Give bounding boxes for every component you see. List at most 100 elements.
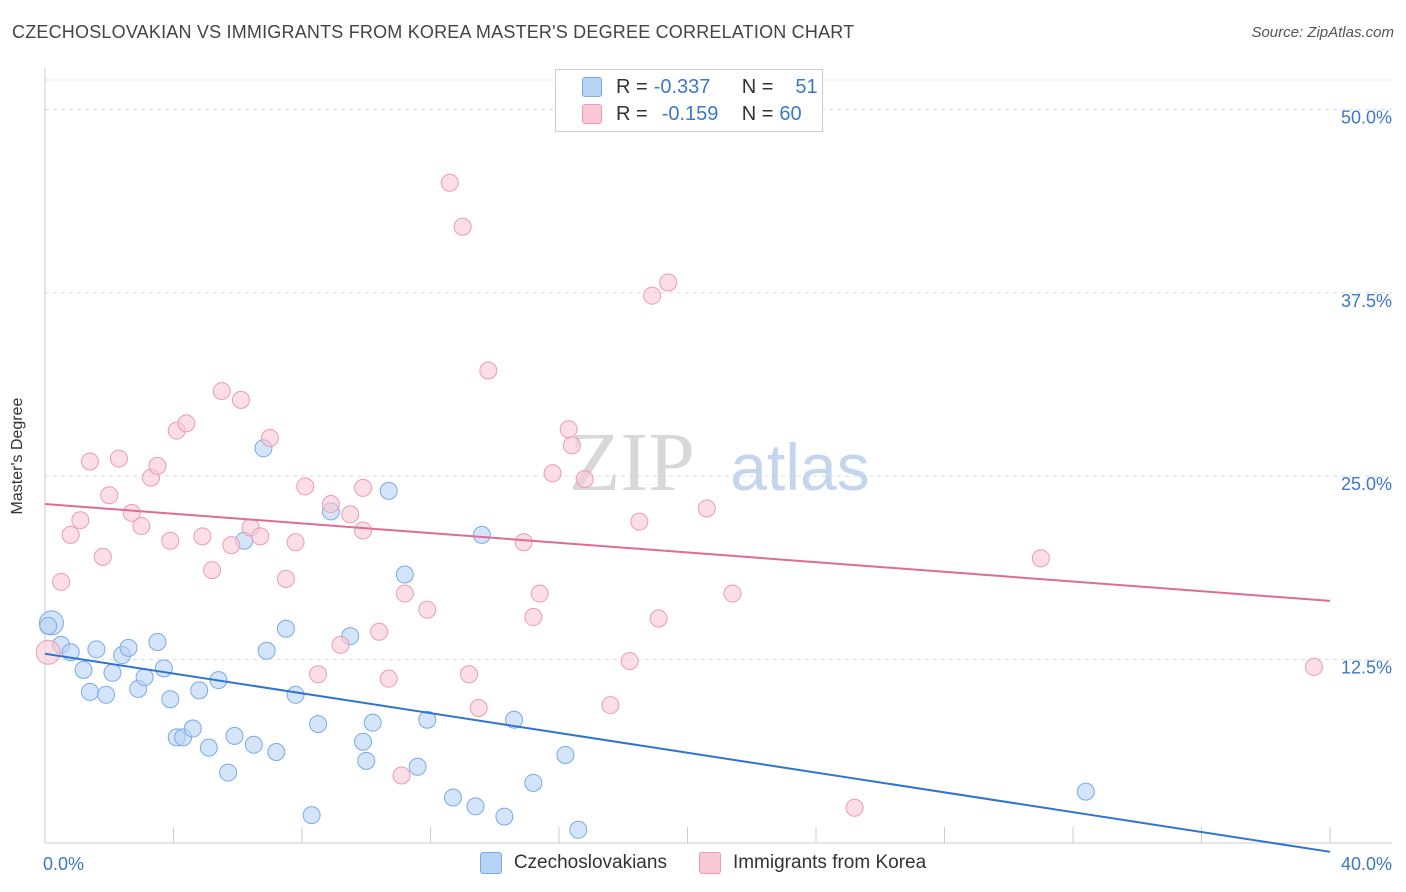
data-point xyxy=(80,452,99,471)
data-point xyxy=(203,561,222,580)
data-point xyxy=(109,449,128,468)
data-point xyxy=(135,668,154,687)
data-point xyxy=(296,477,315,496)
series-legend: Czechoslovakians Immigrants from Korea xyxy=(0,852,1406,874)
data-point xyxy=(363,713,382,732)
data-point xyxy=(190,681,209,700)
watermark-zip: ZIP xyxy=(569,416,695,509)
data-point xyxy=(148,456,167,475)
data-point xyxy=(370,622,389,641)
pink-swatch xyxy=(582,104,602,124)
data-point xyxy=(122,503,141,522)
data-point xyxy=(379,669,398,688)
data-point xyxy=(659,273,678,292)
data-point xyxy=(244,735,263,754)
data-point xyxy=(395,584,414,603)
data-point xyxy=(87,640,106,659)
data-point xyxy=(161,531,180,550)
data-point xyxy=(524,608,543,627)
data-point xyxy=(556,745,575,764)
data-point xyxy=(575,470,594,489)
r-label: R = xyxy=(616,75,648,98)
data-point xyxy=(601,696,620,715)
data-point xyxy=(100,486,119,505)
data-point xyxy=(505,710,524,729)
trend-line xyxy=(44,503,1331,602)
data-point xyxy=(286,533,305,552)
data-point xyxy=(193,527,212,546)
stats-legend: R = -0.337 N = 51 R = -0.159 N = 60 xyxy=(555,69,823,132)
data-point xyxy=(418,600,437,619)
y-tick-label: 25.0% xyxy=(1341,474,1392,494)
data-point xyxy=(257,641,276,660)
data-point xyxy=(39,616,58,635)
data-point xyxy=(460,665,479,684)
data-point xyxy=(495,807,514,826)
data-point xyxy=(357,751,376,770)
stats-row-korea: R = -0.159 N = 60 xyxy=(582,101,802,127)
legend-label: Immigrants from Korea xyxy=(732,852,927,873)
data-point xyxy=(225,726,244,745)
blue-swatch xyxy=(479,852,502,874)
data-point xyxy=(845,798,864,817)
data-point xyxy=(35,639,61,665)
data-point xyxy=(222,536,241,555)
source-label: Source: ZipAtlas.com xyxy=(1251,24,1394,41)
pink-swatch xyxy=(698,852,721,874)
data-point xyxy=(52,572,71,591)
data-point xyxy=(212,382,231,401)
axes xyxy=(44,68,1392,844)
data-point xyxy=(331,635,350,654)
data-point xyxy=(559,420,578,439)
data-point xyxy=(341,505,360,524)
data-point xyxy=(630,512,649,531)
data-point xyxy=(569,820,588,839)
data-point xyxy=(543,464,562,483)
chart-title: CZECHOSLOVAKIAN VS IMMIGRANTS FROM KOREA… xyxy=(12,22,855,42)
data-point xyxy=(514,533,533,552)
data-point xyxy=(1076,782,1095,801)
data-point xyxy=(161,690,180,709)
data-point xyxy=(379,481,398,500)
data-point xyxy=(93,547,112,566)
data-point xyxy=(392,766,411,785)
n-value: 51 xyxy=(795,75,818,98)
data-point xyxy=(80,682,99,701)
data-point xyxy=(354,521,373,540)
data-point xyxy=(649,609,668,628)
data-point xyxy=(321,495,340,514)
n-value: 60 xyxy=(779,102,802,125)
data-point xyxy=(723,584,742,603)
data-point xyxy=(132,517,151,536)
data-point xyxy=(286,685,305,704)
legend-item-korea: Immigrants from Korea xyxy=(698,852,927,874)
tick-labels: 12.5% 25.0% 37.5% 50.0% 0.0% 40.0% xyxy=(43,107,1392,874)
data-point xyxy=(74,660,93,679)
grid-lines xyxy=(45,79,1392,661)
r-label: R = xyxy=(616,102,648,125)
data-point xyxy=(443,788,462,807)
data-point xyxy=(260,429,279,448)
r-value: -0.337 xyxy=(653,75,711,98)
data-point xyxy=(309,665,328,684)
data-point xyxy=(562,436,581,455)
data-point xyxy=(61,525,80,544)
data-point xyxy=(148,632,167,651)
data-point xyxy=(267,743,286,762)
data-point xyxy=(408,757,427,776)
data-point xyxy=(440,173,459,192)
data-point xyxy=(231,390,250,409)
r-value: -0.159 xyxy=(661,102,719,125)
data-point xyxy=(354,732,373,751)
data-point xyxy=(395,565,414,584)
data-point xyxy=(183,719,202,738)
watermark: ZIP atlas xyxy=(569,416,870,509)
data-point xyxy=(453,217,472,236)
trend-lines xyxy=(44,503,1331,853)
stats-row-czechoslovakians: R = -0.337 N = 51 xyxy=(582,74,818,100)
blue-swatch xyxy=(582,77,602,97)
data-point xyxy=(418,710,437,729)
trend-line xyxy=(44,652,1331,853)
data-point xyxy=(97,685,116,704)
